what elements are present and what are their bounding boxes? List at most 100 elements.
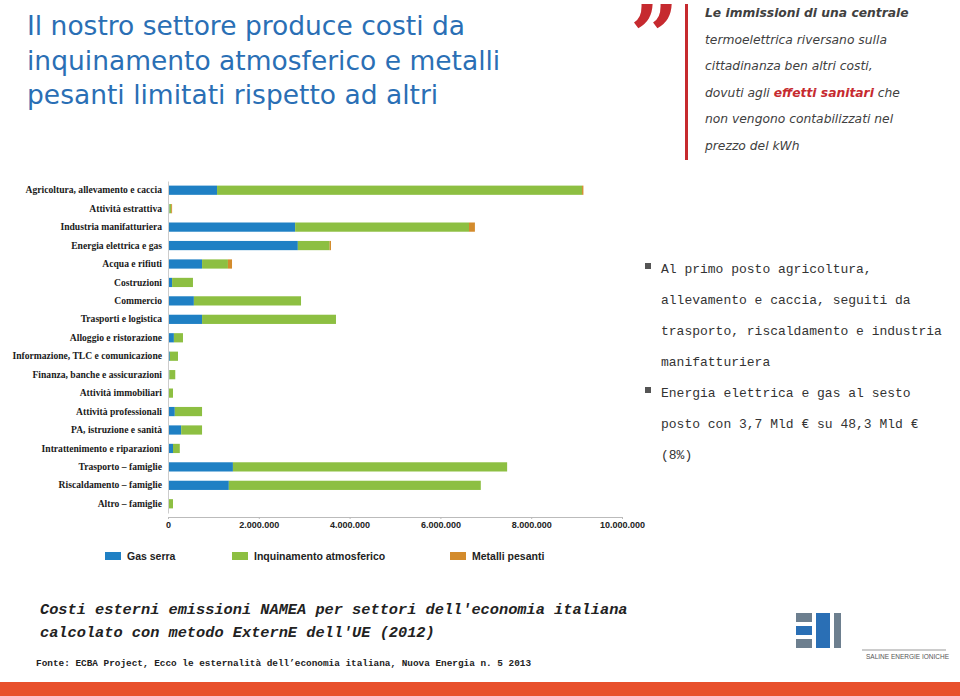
quote-mark: ” — [630, 0, 678, 86]
quote-text: termoelettrica riversano sulla — [705, 33, 887, 47]
bar — [507, 462, 508, 471]
x-tick-label: 8.000.000 — [512, 520, 552, 530]
bar — [301, 296, 302, 305]
x-tick-label: 10.000.000 — [600, 520, 645, 530]
logo-shape — [796, 626, 812, 635]
y-tick: Attività estrattiva — [89, 203, 168, 214]
bar — [335, 315, 336, 324]
bar — [168, 462, 233, 471]
bar — [295, 223, 469, 232]
y-tick: Informazione, TLC e comunicazione — [12, 350, 168, 361]
bullet-text: trasporto, riscaldamento e industria — [661, 324, 942, 339]
bullet-text: posto con 3,7 Mld € su 48,3 Mld € — [661, 417, 919, 432]
quote: Le immissioni di una centrale termoelettr… — [704, 6, 909, 153]
quote-line: non vengono contabilizzati nel — [705, 112, 894, 126]
bar — [182, 333, 183, 342]
bar — [175, 370, 176, 379]
bar — [171, 204, 173, 213]
bullets: Al primo posto agricoltura, allevamento e… — [645, 262, 942, 463]
series-bars — [171, 186, 583, 269]
bullet-marker — [645, 387, 651, 393]
x-tick: 4.000.000 — [330, 517, 370, 530]
bar — [228, 259, 232, 268]
x-tick-label: 0 — [166, 520, 171, 530]
bar — [480, 481, 481, 490]
bar — [169, 499, 173, 508]
y-tick-label: Costruzioni — [114, 277, 162, 288]
bar — [469, 223, 475, 232]
bar — [582, 186, 583, 195]
x-tick-mark — [350, 517, 351, 519]
bar — [194, 296, 301, 305]
y-tick: Intrattenimento e riparazioni — [42, 443, 168, 454]
x-tick: 6.000.000 — [421, 517, 461, 530]
y-tick-label: Intrattenimento e riparazioni — [42, 443, 163, 454]
title: inquinamento atmosferico e metalli — [27, 45, 500, 76]
bar — [233, 462, 507, 471]
quote-line: dovuti agli effetti sanitari che — [705, 86, 900, 100]
series-bars — [169, 186, 582, 509]
bar — [168, 481, 229, 490]
x-tick-mark — [440, 517, 441, 519]
y-tick-label: Attività immobiliari — [80, 387, 163, 398]
quote-text: non vengono contabilizzati nel — [705, 112, 894, 126]
y-tick-label: PA, istruzione e sanità — [71, 424, 162, 435]
title: pesanti limitati rispetto ad altri — [27, 79, 438, 110]
bar — [298, 241, 330, 250]
x-tick-mark — [622, 517, 623, 519]
y-tick: Commercio — [114, 295, 168, 306]
quote-line: prezzo del kWh — [704, 139, 800, 153]
legend-label: Gas serra — [127, 550, 176, 562]
bar — [168, 296, 194, 305]
x-tick: 0 — [166, 517, 171, 530]
y-tick: Finanza, banche e assicurazioni — [32, 369, 168, 380]
series-bars — [168, 186, 298, 509]
x-tick-label: 6.000.000 — [421, 520, 461, 530]
y-tick-label: Energia elettrica e gas — [71, 240, 162, 251]
y-axis: Agricoltura, allevamento e caccia Attivit… — [12, 182, 168, 514]
y-tick: Trasporto – famiglie — [79, 461, 169, 472]
bar — [202, 259, 228, 268]
bar — [168, 241, 298, 250]
logo-shape — [834, 613, 841, 648]
bullet-text: Al primo posto agricoltura, — [661, 262, 872, 277]
bar — [181, 425, 202, 434]
y-tick: Costruzioni — [114, 277, 168, 288]
quote-line: Le immissioni di una centrale — [705, 6, 909, 20]
y-tick-label: Trasporto – famiglie — [79, 461, 163, 472]
x-tick-label: 4.000.000 — [330, 520, 370, 530]
bullet-marker — [645, 263, 651, 269]
bar — [168, 259, 202, 268]
y-tick: Riscaldamento – famiglie — [59, 479, 168, 490]
y-tick: Alloggio e ristorazione — [70, 332, 168, 343]
y-tick-label: Industria manifatturiera — [60, 221, 162, 232]
bar — [202, 425, 203, 434]
bar — [172, 499, 173, 508]
footer-stripe — [0, 682, 960, 696]
legend-swatch — [450, 552, 466, 560]
bars — [168, 186, 583, 509]
x-axis-line — [169, 517, 623, 518]
bar — [202, 315, 336, 324]
logo-shape — [796, 639, 812, 648]
y-axis-line — [168, 182, 169, 514]
bar — [330, 241, 331, 250]
y-tick: Industria manifatturiera — [60, 221, 168, 232]
y-tick-label: Finanza, banche e assicurazioni — [32, 369, 162, 380]
caption: calcolato con metodo ExternE dell'UE (20… — [40, 624, 435, 642]
y-tick: Acqua e rifiuti — [102, 258, 168, 269]
bullet-text: manifatturiera — [661, 355, 770, 370]
y-tick: Attività immobiliari — [80, 387, 168, 398]
logo-text: SALINE ENERGIE IONICHE — [866, 653, 950, 660]
bar — [174, 333, 183, 342]
x-tick: 2.000.000 — [239, 517, 279, 530]
y-tick-label: Acqua e rifiuti — [102, 258, 162, 269]
y-tick-label: Agricoltura, allevamento e caccia — [26, 184, 163, 195]
bar — [172, 389, 173, 398]
legend: Gas serraInquinamento atmosfericoMetalli… — [105, 550, 544, 562]
legend-swatch — [232, 552, 248, 560]
y-tick-label: Informazione, TLC e comunicazione — [12, 350, 162, 361]
bullet-text: (8%) — [661, 448, 692, 463]
bullet-text: allevamento e caccia, seguiti da — [661, 293, 911, 308]
quote-line: termoelettrica riversano sulla — [705, 33, 887, 47]
